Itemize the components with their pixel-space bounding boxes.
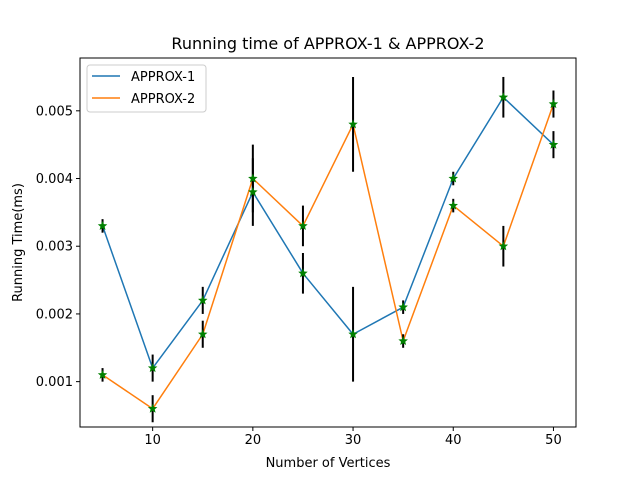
x-tick-label: 40 <box>445 433 462 448</box>
data-point-marker <box>448 173 459 183</box>
y-tick-label: 0.003 <box>36 240 73 255</box>
axes: 10 20 30 40 50 0.001 0.002 0.003 0.004 0.005 <box>36 104 562 448</box>
data-point-marker <box>97 369 108 379</box>
data-point-marker <box>548 139 559 149</box>
x-tick-label: 20 <box>245 433 262 448</box>
data-point-marker <box>398 302 408 312</box>
data-point-marker <box>498 241 509 251</box>
x-axis-label: Number of Vertices <box>266 456 391 471</box>
series-line-1 <box>101 96 554 369</box>
data-point-marker <box>448 200 459 210</box>
data-point-marker <box>248 173 258 183</box>
legend: APPROX-1 APPROX-2 <box>86 64 207 113</box>
data-point-marker <box>298 268 308 278</box>
data-point-marker <box>248 187 258 197</box>
y-tick-label: 0.001 <box>36 375 73 390</box>
x-tick-label: 30 <box>345 433 362 448</box>
plot-area <box>97 76 559 423</box>
chart-title: Running time of APPROX-1 & APPROX-2 <box>171 34 484 53</box>
data-point-marker <box>348 329 358 339</box>
data-point-marker <box>147 403 158 413</box>
legend-label-2: APPROX-2 <box>131 92 195 107</box>
plot-frame <box>79 57 577 428</box>
data-point-marker <box>498 92 509 102</box>
data-point-marker <box>348 119 358 129</box>
x-tick-label: 50 <box>545 433 562 448</box>
data-point-marker <box>147 363 158 373</box>
y-tick-label: 0.005 <box>36 104 73 119</box>
x-tick-label: 10 <box>144 433 161 448</box>
series-line-2 <box>102 103 555 410</box>
y-tick-label: 0.002 <box>36 307 73 322</box>
y-tick-label: 0.004 <box>36 172 73 187</box>
data-point-marker <box>97 220 108 230</box>
y-axis-label: Running Time(ms) <box>11 183 26 302</box>
data-point-marker <box>197 295 208 305</box>
data-point-marker <box>548 99 559 109</box>
data-point-marker <box>197 329 208 339</box>
data-point-marker <box>398 336 408 346</box>
data-point-marker <box>298 220 308 230</box>
legend-label-1: APPROX-1 <box>131 70 195 85</box>
